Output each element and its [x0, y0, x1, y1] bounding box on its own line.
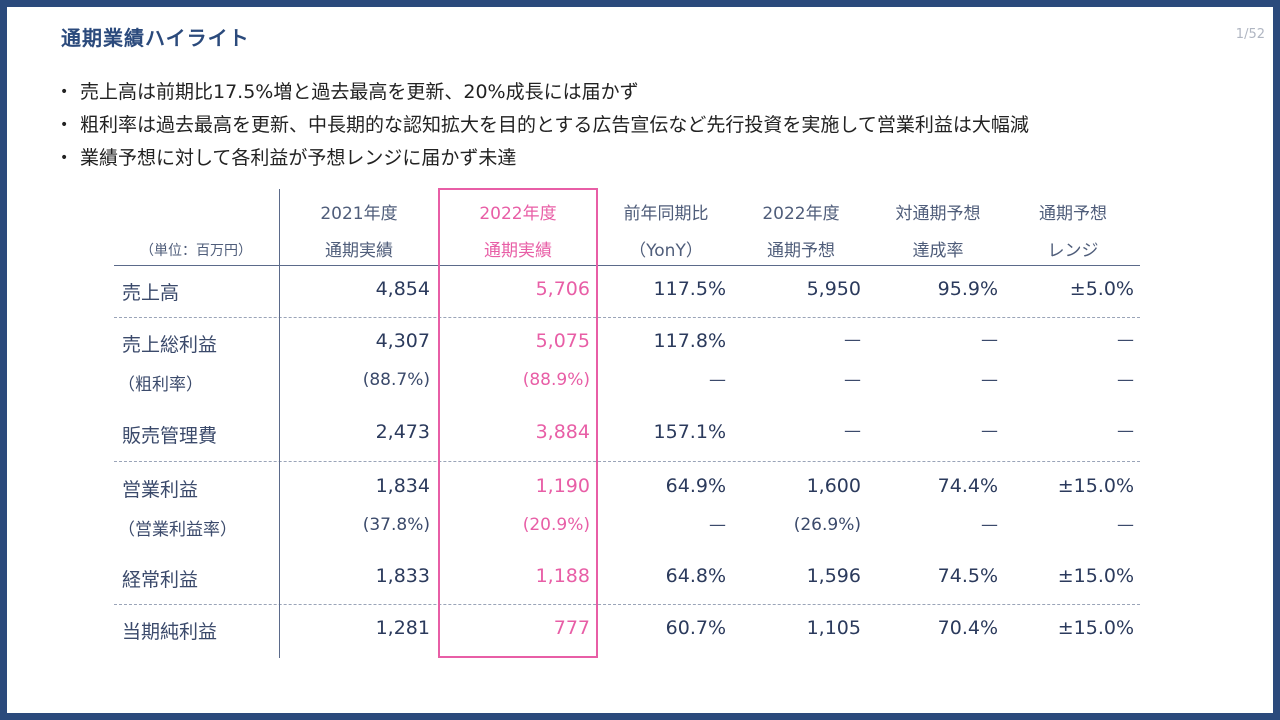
table-cell: —	[709, 515, 726, 535]
table-cell: 1,600	[806, 475, 861, 497]
table-cell: (88.7%)	[362, 370, 430, 390]
row-label: 販売管理費	[122, 425, 218, 447]
table-cell: 5,075	[535, 330, 590, 352]
column-header-line2: レンジ	[1047, 241, 1099, 261]
column-header-line2: 通期予想	[767, 241, 835, 261]
table-cell: —	[1117, 370, 1134, 390]
table-cell: —	[981, 330, 998, 350]
bullet-list: • 売上高は前期比17.5%増と過去最高を更新、20%成長には届かず • 粗利率は過…	[60, 78, 1029, 177]
table-cell: 60.7%	[665, 617, 726, 639]
column-header-line1: 2022年度	[762, 204, 840, 224]
bullet-text: 売上高は前期比17.5%増と過去最高を更新、20%成長には届かず	[80, 81, 639, 103]
table-cell: 5,950	[806, 278, 861, 300]
label-column-divider	[279, 189, 280, 658]
table-cell: —	[844, 330, 861, 350]
table-cell: —	[1117, 330, 1134, 350]
column-header-line2: 通期実績	[325, 241, 393, 261]
table-cell: 1,190	[535, 475, 590, 497]
table-cell: (88.9%)	[522, 370, 590, 390]
table-cell: —	[844, 370, 861, 390]
column-header-line1: 通期予想	[1039, 204, 1107, 224]
table-cell: 1,105	[806, 617, 861, 639]
bullet-text: 業績予想に対して各利益が予想レンジに届かず未達	[80, 147, 517, 169]
unit-label: （単位：百万円）	[140, 243, 252, 259]
row-divider	[114, 317, 1140, 318]
row-label: 経常利益	[122, 569, 199, 591]
column-header-line2: 通期実績	[484, 241, 552, 261]
table-cell: —	[1117, 421, 1134, 441]
table-cell: 95.9%	[937, 278, 998, 300]
table-cell: —	[1117, 515, 1134, 535]
bullet-item: • 業績予想に対して各利益が予想レンジに届かず未達	[60, 144, 1029, 177]
bullet-item: • 粗利率は過去最高を更新、中長期的な認知拡大を目的とする広告宣伝など先行投資を実…	[60, 111, 1029, 144]
table-cell: 1,188	[535, 565, 590, 587]
row-label: （粗利率）	[118, 375, 203, 395]
table-cell: ±15.0%	[1057, 565, 1134, 587]
table-cell: (26.9%)	[793, 515, 861, 535]
column-header-line1: 2021年度	[320, 204, 398, 224]
table-cell: 5,706	[535, 278, 590, 300]
table-cell: 74.4%	[937, 475, 998, 497]
table-cell: 64.8%	[665, 565, 726, 587]
table-cell: —	[981, 515, 998, 535]
bullet-marker: •	[60, 84, 69, 100]
table-cell: ±5.0%	[1069, 278, 1134, 300]
header-divider	[114, 265, 1140, 266]
column-header-line2: （YonY）	[629, 241, 703, 261]
bullet-marker: •	[60, 150, 69, 166]
bullet-marker: •	[60, 117, 69, 133]
table-cell: (20.9%)	[522, 515, 590, 535]
row-divider	[114, 461, 1140, 462]
table-cell: 777	[553, 617, 590, 639]
bullet-item: • 売上高は前期比17.5%増と過去最高を更新、20%成長には届かず	[60, 78, 1029, 111]
table-cell: 1,834	[375, 475, 430, 497]
table-cell: 74.5%	[937, 565, 998, 587]
slide-title: 通期業績ハイライト	[61, 26, 250, 50]
table-cell: 1,596	[806, 565, 861, 587]
table-cell: 64.9%	[665, 475, 726, 497]
table-cell: 70.4%	[937, 617, 998, 639]
table-cell: ±15.0%	[1057, 617, 1134, 639]
row-label: 当期純利益	[122, 621, 218, 643]
page-number: 1/52	[1235, 27, 1265, 42]
column-header-line1: 前年同期比	[623, 204, 709, 224]
table-cell: 157.1%	[653, 421, 726, 443]
highlight-box	[438, 188, 598, 658]
row-label: 営業利益	[122, 479, 199, 501]
table-cell: 1,281	[375, 617, 430, 639]
bullet-text: 粗利率は過去最高を更新、中長期的な認知拡大を目的とする広告宣伝など先行投資を実施…	[80, 114, 1029, 136]
table-cell: 1,833	[375, 565, 430, 587]
table-cell: 117.8%	[653, 330, 726, 352]
table-cell: —	[709, 370, 726, 390]
table-cell: 4,854	[375, 278, 430, 300]
table-cell: 117.5%	[653, 278, 726, 300]
column-header-line2: 達成率	[912, 241, 964, 261]
column-header-line1: 対通期予想	[895, 204, 981, 224]
row-divider	[114, 604, 1140, 605]
row-label: 売上高	[122, 282, 180, 304]
row-label: （営業利益率）	[118, 520, 237, 540]
table-cell: ±15.0%	[1057, 475, 1134, 497]
table-cell: 2,473	[375, 421, 430, 443]
table-cell: 3,884	[535, 421, 590, 443]
row-label: 売上総利益	[122, 334, 218, 356]
table-cell: 4,307	[375, 330, 430, 352]
table-cell: —	[844, 421, 861, 441]
table-cell: —	[981, 370, 998, 390]
column-header-line1: 2022年度	[479, 204, 557, 224]
table-cell: —	[981, 421, 998, 441]
table-cell: (37.8%)	[362, 515, 430, 535]
